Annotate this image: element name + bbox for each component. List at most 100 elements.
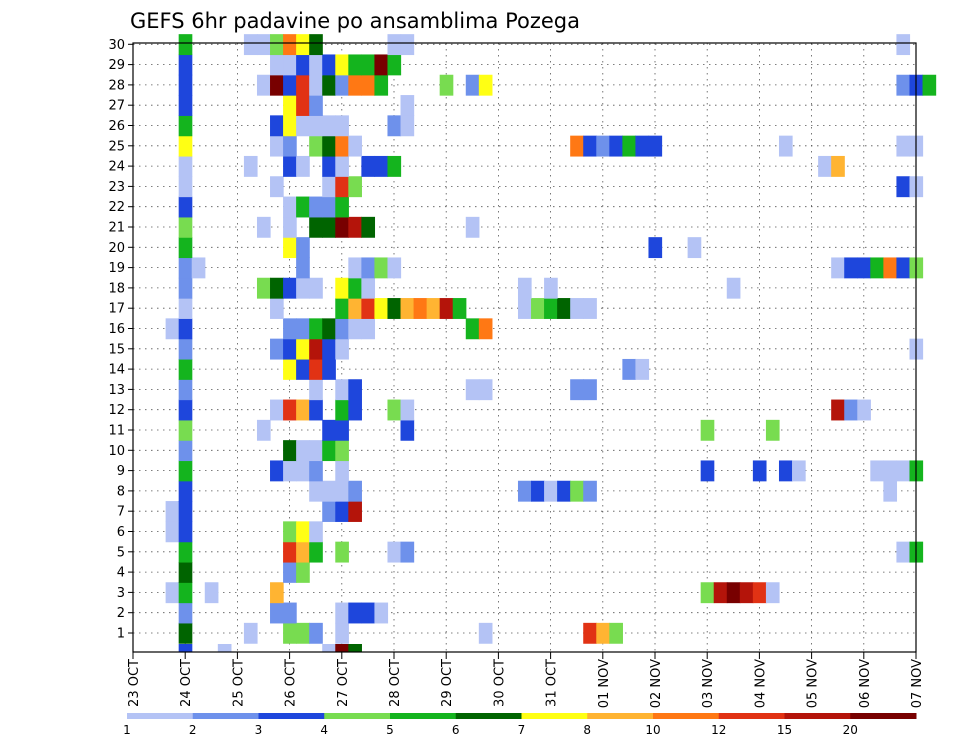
heatmap-cell <box>335 196 349 218</box>
heatmap-cell <box>256 216 271 238</box>
heatmap-cell <box>374 54 389 76</box>
heatmap-cell <box>752 582 767 604</box>
heatmap-cell <box>296 622 310 644</box>
heatmap-cell <box>348 379 362 401</box>
heatmap-cell <box>713 582 728 604</box>
heatmap-cell <box>544 298 558 319</box>
heatmap-cells <box>165 34 937 652</box>
heatmap-cell <box>348 318 362 340</box>
heatmap-cell <box>922 74 937 96</box>
y-tick-label: 27 <box>108 99 125 114</box>
colorbar-label: 8 <box>583 723 591 737</box>
heatmap-cell <box>348 480 362 502</box>
heatmap-cell <box>309 95 323 116</box>
heatmap-cell <box>322 196 336 218</box>
heatmap-cell <box>322 644 336 652</box>
x-tick-label: 30 OCT <box>492 659 507 707</box>
heatmap-cell <box>178 521 193 543</box>
y-tick-label: 29 <box>108 58 125 73</box>
heatmap-cell <box>335 74 349 96</box>
x-tick-label: 31 OCT <box>545 659 560 707</box>
heatmap-cell <box>283 399 297 421</box>
heatmap-cell <box>557 298 571 319</box>
heatmap-cell <box>309 115 323 137</box>
colorbar-swatch <box>192 713 259 719</box>
heatmap-cell <box>726 277 741 299</box>
x-tick-label: 23 OCT <box>127 659 142 707</box>
heatmap-cell <box>335 277 349 299</box>
heatmap-cell <box>296 257 310 279</box>
heatmap-cell <box>387 298 402 319</box>
heatmap-cell <box>635 135 650 157</box>
heatmap-cell <box>322 501 336 522</box>
heatmap-cell <box>818 155 832 177</box>
heatmap-cell <box>857 399 871 421</box>
heatmap-cell <box>296 54 310 76</box>
heatmap-cell <box>700 460 715 482</box>
heatmap-cell <box>322 318 336 340</box>
heatmap-cell <box>400 399 415 421</box>
heatmap-cell <box>178 501 193 522</box>
heatmap-cell <box>296 115 310 137</box>
heatmap-cell <box>335 155 349 177</box>
y-tick-label: 7 <box>117 505 125 520</box>
y-tick-label: 9 <box>117 464 125 479</box>
heatmap-cell <box>178 460 193 482</box>
colorbar-label: 4 <box>320 723 328 737</box>
heatmap-cell <box>439 298 454 319</box>
heatmap-cell <box>270 338 284 360</box>
heatmap-cell <box>178 237 193 259</box>
colorbar-label: 10 <box>645 723 660 737</box>
heatmap-cell <box>478 318 493 340</box>
heatmap-cell <box>335 541 349 563</box>
heatmap-cell <box>335 379 349 401</box>
heatmap-cell <box>335 115 349 137</box>
heatmap-cell <box>452 298 467 319</box>
y-tick-label: 17 <box>108 302 125 317</box>
heatmap-cell <box>531 298 545 319</box>
heatmap-cell <box>387 155 402 177</box>
colorbar-label: 5 <box>386 723 394 737</box>
heatmap-cell <box>178 399 193 421</box>
heatmap-cell <box>243 34 258 56</box>
heatmap-cell <box>309 318 323 340</box>
y-tick-label: 25 <box>108 139 125 154</box>
heatmap-cell <box>309 622 323 644</box>
y-tick-label: 3 <box>117 586 125 601</box>
heatmap-cell <box>309 399 323 421</box>
heatmap-cell <box>296 541 310 563</box>
heatmap-cell <box>283 358 297 380</box>
heatmap-cell <box>335 216 349 238</box>
heatmap-cell <box>322 176 336 198</box>
y-tick-label: 28 <box>108 78 125 93</box>
heatmap-cell <box>765 419 780 441</box>
heatmap-cell <box>296 521 310 543</box>
heatmap-cell <box>165 318 180 340</box>
heatmap-cell <box>178 95 193 116</box>
heatmap-cell <box>309 74 323 96</box>
heatmap-cell <box>283 95 297 116</box>
heatmap-cell <box>178 54 193 76</box>
x-tick-label: 28 OCT <box>388 659 403 707</box>
heatmap-cell <box>570 480 584 502</box>
y-tick-label: 12 <box>108 403 125 418</box>
heatmap-cell <box>309 541 323 563</box>
heatmap-cell <box>400 541 415 563</box>
heatmap-cell <box>335 419 349 441</box>
heatmap-cell <box>178 582 193 604</box>
heatmap-cell <box>322 74 336 96</box>
heatmap-cell <box>270 74 284 96</box>
heatmap-cell <box>400 419 415 441</box>
heatmap-cell <box>335 54 349 76</box>
heatmap-cell <box>726 582 741 604</box>
y-tick-label: 23 <box>108 180 125 195</box>
heatmap-cell <box>283 237 297 259</box>
heatmap-cell <box>335 602 349 624</box>
colorbar-label: 1 <box>123 723 131 737</box>
heatmap-cell <box>309 54 323 76</box>
heatmap-cell <box>896 541 911 563</box>
heatmap-cell <box>178 176 193 198</box>
heatmap-cell <box>570 135 584 157</box>
heatmap-cell <box>596 135 610 157</box>
heatmap-cell <box>635 358 650 380</box>
